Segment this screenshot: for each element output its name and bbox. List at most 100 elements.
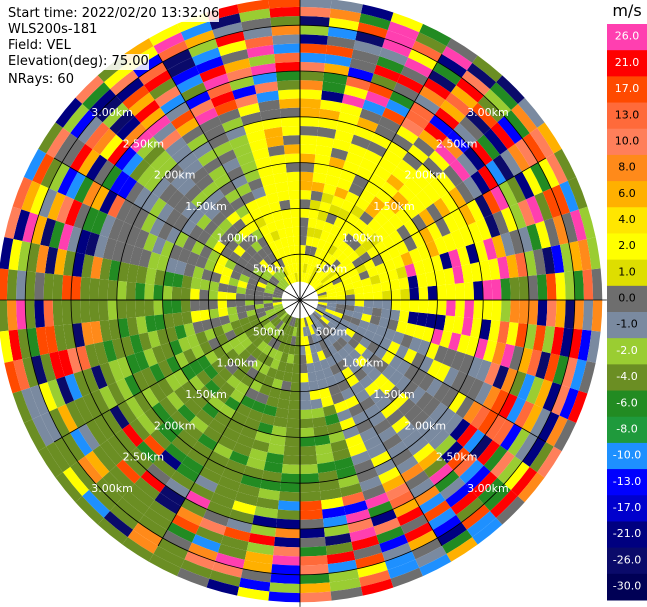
velocity-gate [174, 231, 189, 248]
velocity-gate [77, 423, 100, 451]
velocity-gate [456, 497, 484, 523]
velocity-gate [275, 270, 284, 280]
velocity-gate [244, 354, 257, 367]
velocity-gate [230, 270, 242, 281]
velocity-gate [92, 128, 117, 155]
velocity-gate [367, 367, 382, 382]
velocity-gate [270, 316, 280, 325]
velocity-gate [305, 353, 314, 364]
velocity-gate [125, 300, 137, 319]
velocity-gate [545, 153, 568, 185]
velocity-gate [320, 488, 342, 501]
velocity-gate [382, 433, 403, 451]
velocity-gate [275, 61, 300, 73]
velocity-gate [43, 273, 55, 300]
velocity-gate [148, 23, 181, 47]
velocity-gate [8, 239, 23, 271]
velocity-gate [331, 392, 345, 405]
velocity-gate [109, 109, 135, 135]
velocity-gate [500, 277, 511, 300]
velocity-gate [226, 517, 253, 533]
velocity-gate [379, 534, 409, 553]
velocity-gate [300, 409, 313, 420]
velocity-gate [402, 429, 423, 449]
velocity-gate [90, 256, 103, 279]
velocity-gate [311, 181, 325, 193]
velocity-gate [303, 335, 310, 346]
velocity-gate [300, 190, 312, 200]
velocity-gate [418, 300, 429, 314]
velocity-gate [332, 351, 344, 364]
velocity-gate [362, 306, 373, 316]
velocity-gate [218, 232, 232, 247]
velocity-gate [281, 277, 290, 287]
velocity-gate [363, 300, 374, 308]
range-ring-label: 2.50km [436, 451, 478, 464]
velocity-gate [235, 381, 250, 396]
velocity-gate [8, 329, 23, 361]
velocity-gate [369, 274, 381, 285]
velocity-gate [258, 224, 271, 237]
velocity-gate [340, 387, 355, 401]
velocity-gate [149, 197, 167, 218]
velocity-gate [453, 123, 477, 147]
velocity-gate [325, 308, 335, 315]
velocity-gate [262, 212, 275, 225]
velocity-gate [354, 343, 367, 356]
velocity-gate [195, 174, 214, 192]
velocity-gate [302, 263, 308, 274]
velocity-gate [429, 402, 449, 423]
velocity-gate [380, 181, 399, 198]
velocity-gate [81, 254, 94, 278]
velocity-gate [13, 359, 30, 391]
velocity-gate [220, 203, 236, 219]
velocity-gate [263, 461, 283, 474]
velocity-gate [311, 407, 325, 419]
velocity-gate [171, 514, 200, 535]
velocity-gate [254, 290, 265, 297]
velocity-gate [447, 129, 471, 153]
velocity-gate [46, 127, 71, 159]
velocity-gate [300, 125, 319, 137]
velocity-gate [300, 555, 328, 566]
velocity-gate [269, 327, 279, 338]
velocity-gate [283, 445, 300, 456]
velocity-gate [359, 475, 382, 492]
velocity-gate [425, 377, 443, 397]
velocity-gate [221, 117, 244, 133]
velocity-gate [176, 74, 204, 94]
velocity-gate [391, 415, 411, 434]
velocity-gate [180, 300, 191, 313]
velocity-gate [268, 591, 300, 603]
velocity-gate [284, 436, 300, 447]
velocity-gate [313, 322, 322, 332]
velocity-gate [482, 190, 501, 215]
velocity-gate [176, 506, 204, 526]
velocity-gate [387, 141, 408, 160]
velocity-gate [279, 279, 288, 288]
velocity-gate [300, 171, 314, 182]
velocity-gate [452, 265, 464, 284]
velocity-gate [283, 276, 291, 286]
velocity-gate [230, 319, 242, 330]
velocity-gate [177, 151, 198, 171]
velocity-gate [497, 116, 523, 144]
velocity-gate [413, 260, 426, 276]
velocity-gate [286, 236, 295, 247]
velocity-gate [338, 111, 360, 126]
velocity-gate [421, 326, 435, 343]
velocity-gate [303, 254, 310, 265]
velocity-gate [405, 470, 430, 491]
velocity-gate [300, 89, 323, 100]
velocity-gate [246, 283, 257, 291]
velocity-gate [181, 125, 204, 145]
range-ring-label: 3.00km [467, 482, 509, 495]
velocity-gate [509, 277, 520, 300]
velocity-gate [339, 318, 351, 328]
velocity-gate [324, 265, 335, 276]
velocity-gate [497, 256, 510, 279]
velocity-gate [300, 80, 323, 91]
velocity-gate [315, 369, 326, 381]
velocity-gate [239, 8, 271, 23]
velocity-gate [160, 485, 186, 507]
